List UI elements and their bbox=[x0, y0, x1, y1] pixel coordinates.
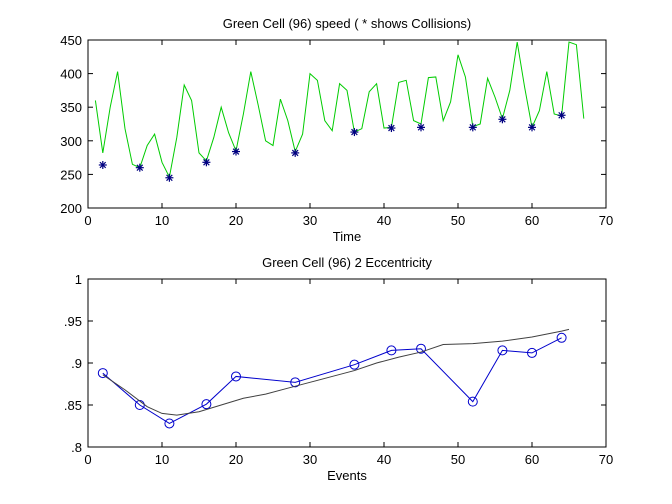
eccentricity-y-tick-label: .85 bbox=[64, 398, 82, 413]
speed-y-tick-label: 400 bbox=[60, 67, 82, 82]
eccentricity-x-tick-label: 30 bbox=[303, 452, 317, 467]
speed-x-tick-label: 70 bbox=[599, 213, 613, 228]
eccentricity-plot-area bbox=[87, 278, 607, 448]
eccentricity-series-line-1 bbox=[102, 328, 570, 416]
eccentricity-y-tick-label: .9 bbox=[71, 356, 82, 371]
eccentricity-data-point-circle bbox=[527, 347, 537, 358]
speed-y-tick-label: 250 bbox=[60, 167, 82, 182]
speed-collision-marker bbox=[291, 148, 300, 157]
eccentricity-y-tick-label: .8 bbox=[71, 440, 82, 455]
speed-y-tick-label: 200 bbox=[60, 201, 82, 216]
eccentricity-x-tick-label: 70 bbox=[599, 452, 613, 467]
speed-x-tick-label: 30 bbox=[303, 213, 317, 228]
eccentricity-x-tick-label: 50 bbox=[451, 452, 465, 467]
eccentricity-chart-title: Green Cell (96) 2 Eccentricity bbox=[262, 255, 432, 270]
speed-x-tick-label: 0 bbox=[84, 213, 91, 228]
eccentricity-data-point-circle bbox=[467, 396, 478, 407]
eccentricity-data-point-circle bbox=[349, 359, 360, 370]
speed-x-axis-label: Time bbox=[333, 229, 361, 244]
eccentricity-x-tick-label: 20 bbox=[229, 452, 243, 467]
speed-x-tick-label: 10 bbox=[155, 213, 169, 228]
speed-collision-marker bbox=[557, 111, 566, 120]
speed-collision-marker bbox=[202, 158, 211, 167]
speed-collision-marker bbox=[528, 123, 536, 132]
speed-y-tick-label: 350 bbox=[60, 100, 82, 115]
eccentricity-data-point-circle bbox=[164, 418, 175, 429]
eccentricity-x-tick-label: 60 bbox=[525, 452, 539, 467]
speed-collision-marker bbox=[135, 163, 144, 172]
speed-plot-area bbox=[87, 39, 607, 209]
eccentricity-x-tick-label: 10 bbox=[155, 452, 169, 467]
eccentricity-data-point-circle bbox=[97, 368, 108, 379]
eccentricity-y-tick-label: 1 bbox=[75, 272, 82, 287]
speed-collision-marker bbox=[498, 115, 507, 124]
speed-chart: 0 10 20 30 40 50 60 70 200 250 300 350 400 450 Green C… bbox=[60, 16, 613, 244]
speed-collision-marker bbox=[468, 123, 477, 132]
eccentricity-y-tick-label: .95 bbox=[64, 314, 82, 329]
eccentricity-x-tick-label: 0 bbox=[84, 452, 91, 467]
speed-collision-marker bbox=[98, 160, 107, 169]
eccentricity-data-point-circle bbox=[556, 332, 567, 343]
speed-collision-marker bbox=[387, 124, 396, 133]
speed-x-tick-label: 20 bbox=[229, 213, 243, 228]
speed-chart-title: Green Cell (96) speed ( * shows Collisio… bbox=[223, 16, 472, 31]
speed-collision-marker bbox=[417, 123, 425, 132]
eccentricity-data-point-circle bbox=[386, 345, 397, 356]
eccentricity-data-point-circle bbox=[416, 343, 426, 354]
eccentricity-series-line-0 bbox=[102, 337, 562, 425]
eccentricity-data-point-circle bbox=[497, 345, 508, 356]
speed-collision-marker bbox=[350, 128, 359, 137]
eccentricity-x-axis-label: Events bbox=[327, 468, 367, 483]
eccentricity-data-point-circle bbox=[231, 371, 241, 382]
speed-collision-marker bbox=[232, 147, 240, 156]
speed-x-tick-label: 40 bbox=[377, 213, 391, 228]
speed-x-tick-label: 60 bbox=[525, 213, 539, 228]
eccentricity-chart: 0 10 20 30 40 50 60 70 .8 .85 .9 .95 1 Green Cell (96… bbox=[64, 255, 613, 483]
speed-y-tick-label: 450 bbox=[60, 33, 82, 48]
eccentricity-data-point-circle bbox=[290, 377, 301, 388]
eccentricity-x-tick-label: 40 bbox=[377, 452, 391, 467]
speed-x-tick-label: 50 bbox=[451, 213, 465, 228]
speed-collision-marker bbox=[165, 173, 174, 182]
speed-y-tick-label: 300 bbox=[60, 134, 82, 149]
eccentricity-data-point-circle bbox=[201, 399, 212, 410]
